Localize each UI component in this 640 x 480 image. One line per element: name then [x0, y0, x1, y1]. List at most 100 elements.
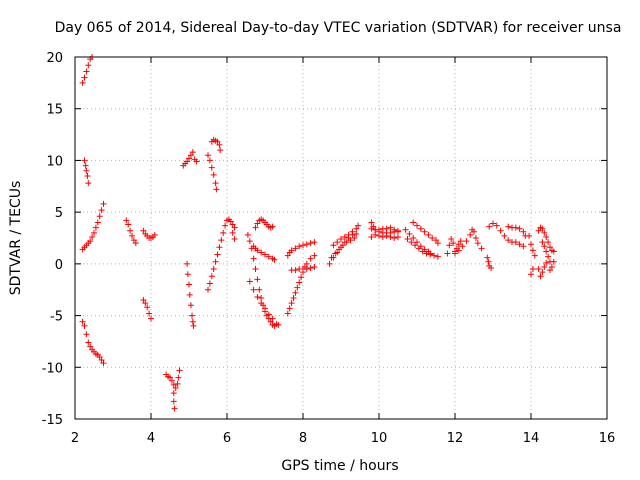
data-point	[395, 227, 401, 234]
data-point	[148, 315, 154, 322]
data-point	[446, 242, 453, 249]
data-point	[220, 229, 227, 236]
data-point	[214, 251, 221, 258]
data-point	[168, 377, 175, 384]
data-point	[512, 224, 519, 231]
data-point	[250, 286, 257, 293]
data-point	[550, 258, 557, 265]
data-point	[265, 311, 272, 318]
data-point	[410, 219, 417, 226]
data-point	[170, 381, 177, 388]
data-point	[535, 266, 542, 273]
data-point	[383, 225, 390, 232]
data-point	[541, 263, 548, 270]
data-point	[216, 141, 223, 148]
data-point	[184, 158, 191, 165]
data-point	[539, 225, 546, 232]
data-point	[262, 305, 268, 312]
series-arc-16	[252, 216, 276, 231]
data-point	[307, 264, 314, 271]
data-point	[529, 266, 536, 273]
data-point	[244, 231, 251, 238]
data-point	[488, 264, 495, 271]
data-point	[484, 254, 491, 261]
data-point	[471, 228, 477, 235]
series-arc-17	[250, 243, 278, 263]
data-point	[431, 252, 438, 259]
data-point	[250, 255, 257, 262]
data-point	[81, 74, 88, 81]
data-point	[87, 238, 94, 245]
data-point	[434, 253, 441, 260]
data-point	[217, 147, 224, 154]
data-point	[467, 231, 474, 238]
data-point	[292, 245, 299, 252]
data-point	[98, 207, 105, 214]
series-arc-35	[526, 232, 538, 278]
y-tick-label: 0	[55, 258, 63, 273]
grid	[75, 57, 607, 419]
data-point	[175, 374, 182, 381]
data-point	[368, 219, 375, 226]
series-arc-19	[288, 263, 318, 274]
data-point	[372, 231, 379, 238]
data-point	[132, 240, 139, 247]
data-point	[258, 249, 265, 256]
data-point	[286, 305, 293, 312]
series-arc-10	[184, 260, 197, 329]
data-point	[284, 252, 291, 259]
data-point	[478, 245, 485, 252]
series-arc-8	[163, 367, 183, 412]
data-point	[455, 241, 462, 248]
chart-title: Day 065 of 2014, Sidereal Day-to-day VTE…	[55, 20, 622, 36]
data-point	[531, 252, 538, 259]
data-point	[100, 200, 107, 207]
data-point	[292, 267, 299, 274]
data-point	[423, 250, 430, 257]
data-point	[512, 239, 519, 246]
data-point	[184, 260, 191, 267]
data-point	[493, 222, 500, 229]
data-point	[419, 248, 426, 255]
data-point	[94, 219, 101, 226]
series-arc-29	[410, 219, 441, 247]
x-tick-label: 2	[71, 431, 79, 446]
data-point	[176, 367, 183, 374]
data-point	[307, 240, 314, 247]
data-point	[303, 266, 310, 273]
data-point	[96, 353, 103, 360]
data-point	[415, 245, 422, 252]
x-tick-label: 12	[447, 431, 464, 446]
data-point	[505, 237, 512, 244]
data-point	[339, 242, 346, 249]
data-point	[404, 236, 411, 243]
x-tick-label: 16	[599, 431, 616, 446]
data-point	[144, 304, 151, 311]
series-arc-14	[244, 231, 278, 329]
y-tick-label: 15	[46, 103, 63, 118]
series-arc-23	[328, 235, 358, 261]
data-point	[330, 242, 337, 249]
data-point	[408, 239, 415, 246]
data-point	[414, 222, 420, 229]
data-point	[258, 294, 265, 301]
data-point	[216, 244, 223, 251]
data-points	[79, 54, 557, 412]
data-point	[262, 251, 268, 258]
data-point	[212, 180, 219, 187]
data-point	[98, 357, 105, 364]
series-arc-13	[205, 216, 238, 293]
data-point	[189, 318, 196, 325]
data-point	[341, 233, 348, 240]
data-point	[485, 258, 492, 265]
data-point	[151, 231, 158, 238]
data-point	[311, 252, 318, 259]
series-arc-20	[284, 239, 318, 259]
y-tick-label: 20	[46, 51, 63, 66]
data-point	[146, 310, 153, 317]
data-point	[290, 294, 297, 301]
data-point	[376, 226, 382, 233]
data-point	[186, 291, 193, 298]
data-point	[472, 235, 479, 241]
data-point	[81, 322, 88, 329]
